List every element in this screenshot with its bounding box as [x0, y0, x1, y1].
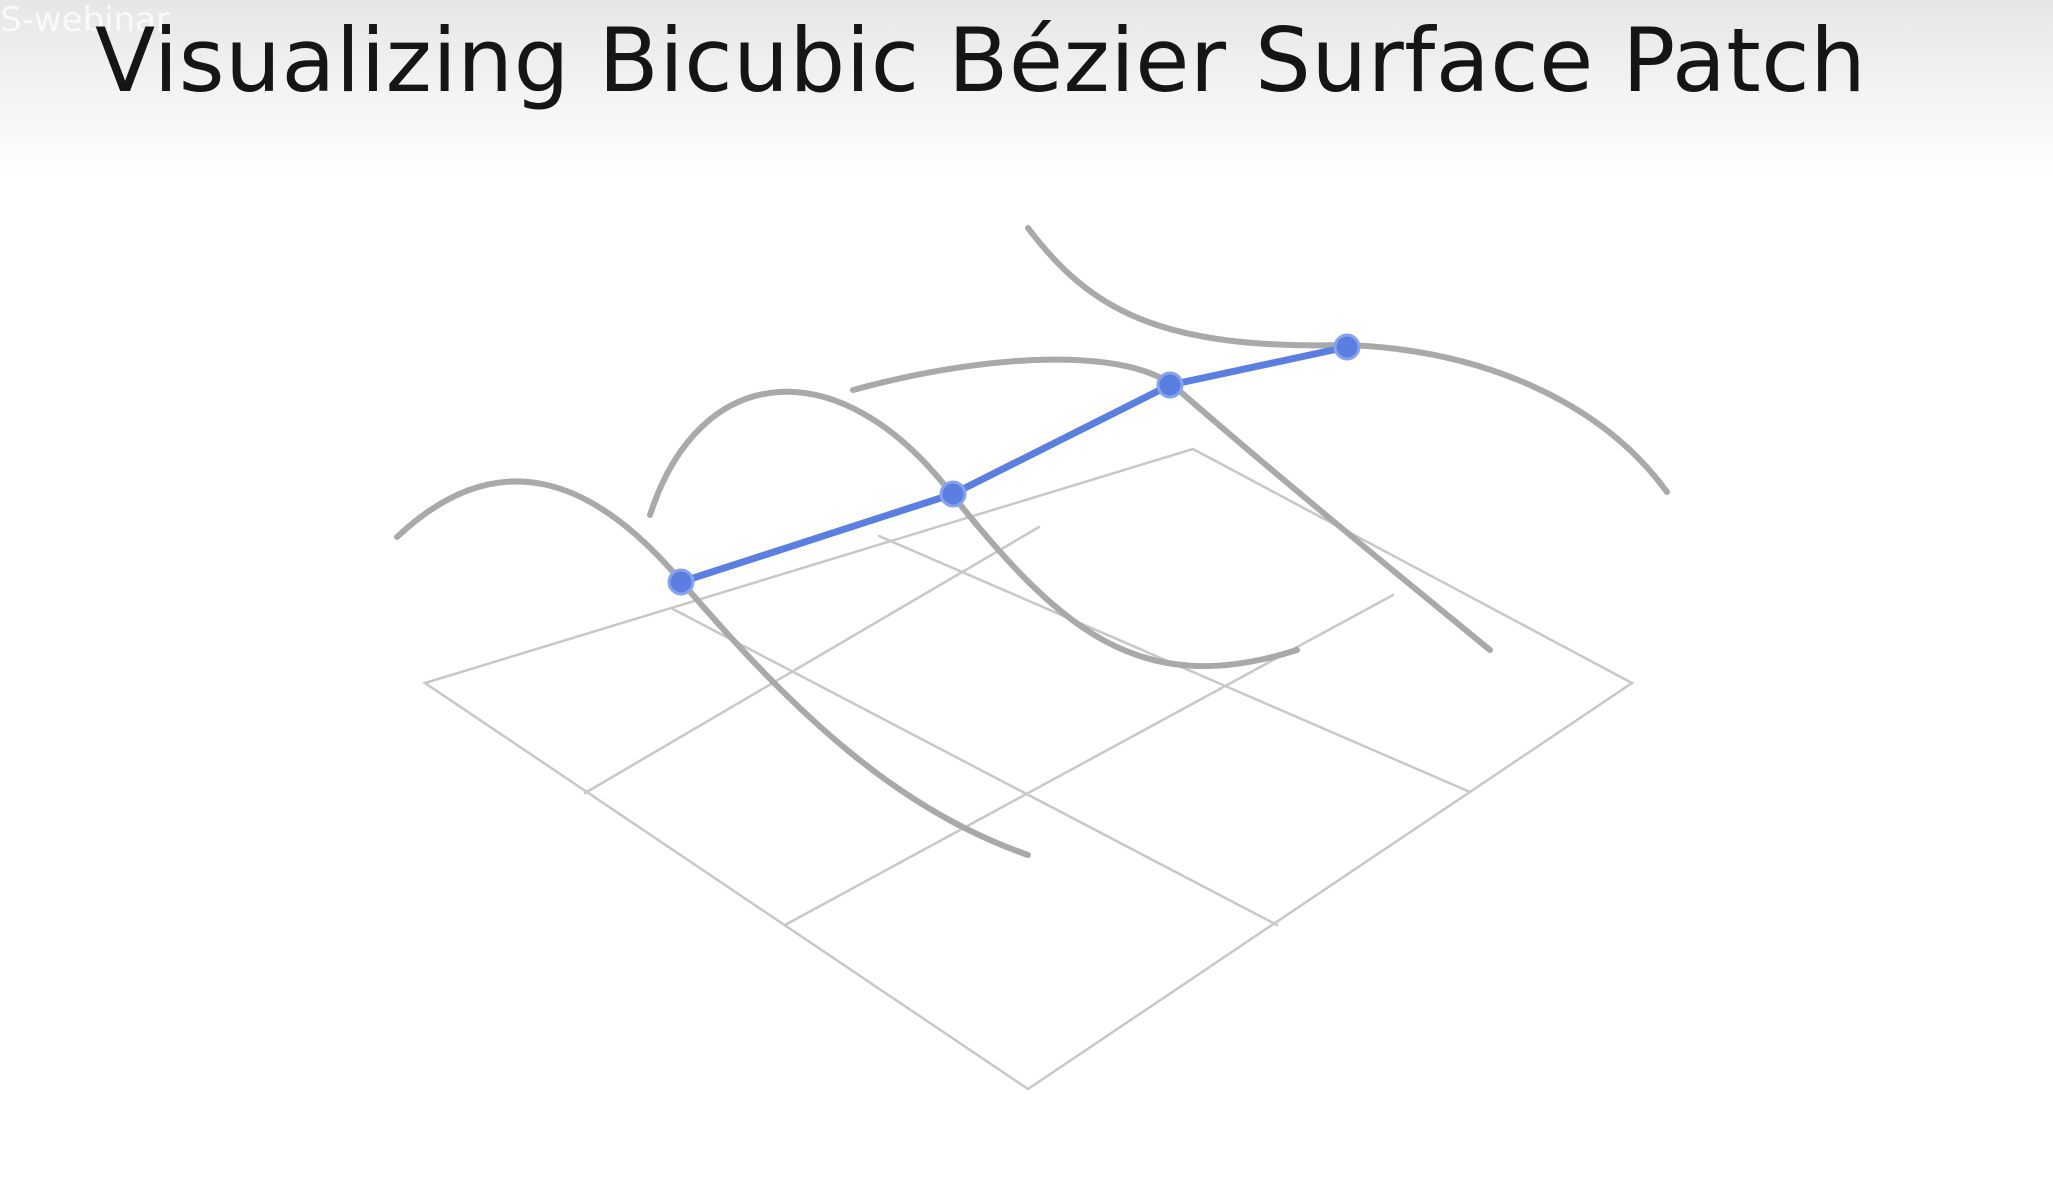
highlight-bezier-line: [677, 343, 1351, 586]
grid-line-u2: [783, 593, 1395, 927]
control-point-4: [1333, 333, 1361, 361]
control-point-1: [667, 568, 695, 596]
grid-line-u1: [583, 525, 1041, 795]
bezier-curve-2: [647, 388, 1300, 670]
highlighted-curve: [667, 333, 1361, 596]
grid-line-v1: [669, 606, 1279, 927]
watermark-logo: S-webinar: [0, 0, 170, 40]
boundary-curves: [394, 225, 1670, 858]
base-grid: [422, 447, 1635, 1091]
grid-outline: [422, 447, 1635, 1091]
control-point-2: [939, 480, 967, 508]
title-bar: S-webinar Visualizing Bicubic Bézier Sur…: [0, 0, 2053, 175]
bezier-curve-1: [394, 478, 1031, 858]
slide-title: Visualizing Bicubic Bézier Surface Patch: [95, 9, 1867, 112]
control-point-3: [1156, 371, 1184, 399]
